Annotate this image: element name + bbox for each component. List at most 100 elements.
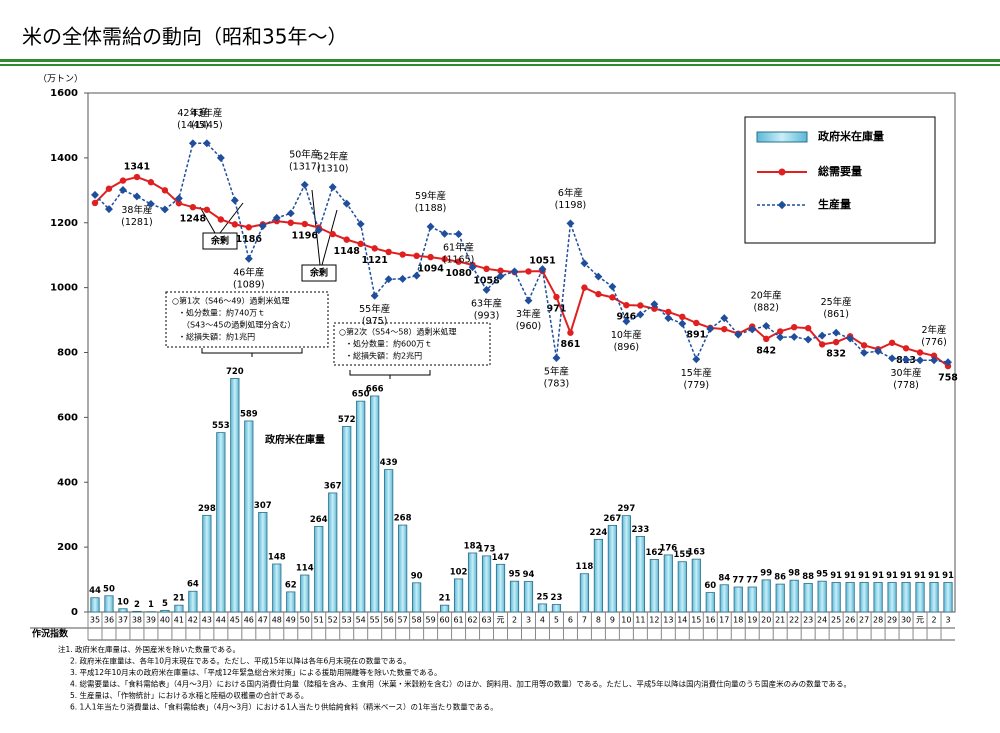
- bar: [803, 583, 813, 613]
- bar: [314, 525, 324, 613]
- bar: [831, 582, 841, 613]
- y-tick-label: 200: [57, 542, 78, 553]
- point: [636, 310, 645, 319]
- value-label: 891: [686, 329, 706, 340]
- bar-value-label: 77: [746, 576, 758, 586]
- value-label: (776): [921, 337, 947, 348]
- bar-value-label: 2: [134, 600, 140, 610]
- footnotes: 注1. 政府米在庫量は、外国産米を除いた数量である。 2. 政府米在庫量は、各年1…: [58, 644, 851, 712]
- value-label: 861: [561, 339, 581, 350]
- point: [105, 205, 113, 214]
- x-tick-label: 3: [945, 616, 950, 625]
- point: [216, 153, 225, 162]
- x-tick-label: 20: [761, 616, 771, 625]
- x-tick-label: 9: [610, 616, 615, 625]
- point-label: 46年産: [233, 266, 264, 278]
- bar: [467, 552, 478, 613]
- bar: [761, 579, 771, 613]
- bar: [649, 559, 659, 613]
- bar-value-label: 91: [900, 571, 912, 581]
- bar-value-label: 91: [914, 571, 926, 581]
- y-tick-label: 1400: [50, 153, 78, 164]
- bar-value-label: 298: [198, 504, 216, 514]
- point: [230, 196, 239, 205]
- note-line: ・処分数量：約600万ｔ: [345, 339, 432, 349]
- bar: [202, 514, 212, 613]
- point: [175, 200, 183, 207]
- bar: [579, 573, 590, 613]
- bar: [523, 581, 534, 613]
- point: [329, 230, 336, 238]
- x-tick-label: 59: [426, 616, 436, 625]
- point-label: 38年産: [121, 204, 152, 216]
- point: [105, 185, 113, 192]
- bar-value-label: 60: [704, 581, 716, 591]
- value-label: (783): [544, 379, 570, 390]
- bar: [873, 582, 883, 613]
- bar: [188, 590, 198, 613]
- point: [860, 342, 868, 349]
- value-label: (1445): [191, 120, 223, 131]
- x-tick-label: 25: [831, 616, 841, 625]
- point: [119, 177, 127, 184]
- bar: [356, 400, 366, 613]
- x-tick-label: 8: [596, 616, 601, 625]
- y-tick-label: 1200: [50, 218, 78, 229]
- x-tick-label: 48: [272, 616, 282, 625]
- chart-title: 米の全体需給の動向（昭和35年～）: [22, 25, 347, 49]
- value-label: (1445): [177, 120, 209, 131]
- x-tick-label: 19: [747, 616, 757, 625]
- point: [763, 335, 770, 343]
- bar-value-label: 173: [478, 544, 496, 554]
- bar-value-label: 162: [645, 548, 663, 558]
- point: [188, 139, 197, 148]
- bar-value-label: 5: [162, 599, 168, 609]
- point: [916, 356, 925, 365]
- value-label: (896): [614, 342, 640, 353]
- point: [174, 194, 183, 203]
- bar-value-label: 62: [285, 580, 297, 590]
- point-label: 30年産: [891, 367, 922, 379]
- bar-label: 政府米在庫量: [265, 433, 325, 446]
- value-label: (1089): [233, 279, 265, 290]
- point-label: 50年産: [289, 148, 320, 160]
- x-tick-label: 36: [104, 616, 114, 625]
- point: [818, 331, 827, 340]
- bar-value-label: 91: [858, 571, 870, 581]
- bar: [621, 515, 631, 613]
- point: [287, 219, 294, 226]
- point: [217, 216, 225, 223]
- bar-value-label: 50: [103, 584, 115, 594]
- bar-value-label: 267: [604, 514, 622, 524]
- x-tick-label: 37: [118, 616, 128, 625]
- x-tick-label: 14: [677, 616, 687, 625]
- bracket: [201, 348, 303, 357]
- point: [482, 285, 491, 294]
- point: [944, 358, 952, 367]
- annotation-box: [301, 264, 337, 282]
- point: [202, 139, 211, 148]
- value-label: 1341: [124, 162, 150, 173]
- point: [846, 334, 855, 343]
- bar: [845, 582, 855, 613]
- point: [832, 338, 840, 346]
- x-tick-label: 63: [481, 616, 491, 625]
- bar: [453, 578, 464, 613]
- x-tick-label: 45: [230, 616, 240, 625]
- bar-value-label: 88: [802, 572, 814, 582]
- point: [91, 199, 99, 207]
- value-label: (882): [753, 302, 779, 313]
- bar-value-label: 91: [830, 571, 842, 581]
- legend: 政府米在庫量 総需要量 生産量: [744, 116, 936, 244]
- x-tick-label: 26: [845, 616, 855, 625]
- header-rule: [0, 59, 1000, 62]
- point: [483, 265, 490, 273]
- x-tick-label: 22: [789, 616, 799, 625]
- footnote: 3. 平成12年10月末の政府米在庫量は、「平成12年緊急総合米対策」による援助…: [70, 667, 442, 677]
- point-label: 25年産: [821, 296, 852, 308]
- bar: [537, 603, 548, 613]
- point: [637, 302, 644, 309]
- point: [665, 308, 672, 316]
- point: [441, 255, 448, 263]
- bar-value-label: 268: [394, 514, 412, 524]
